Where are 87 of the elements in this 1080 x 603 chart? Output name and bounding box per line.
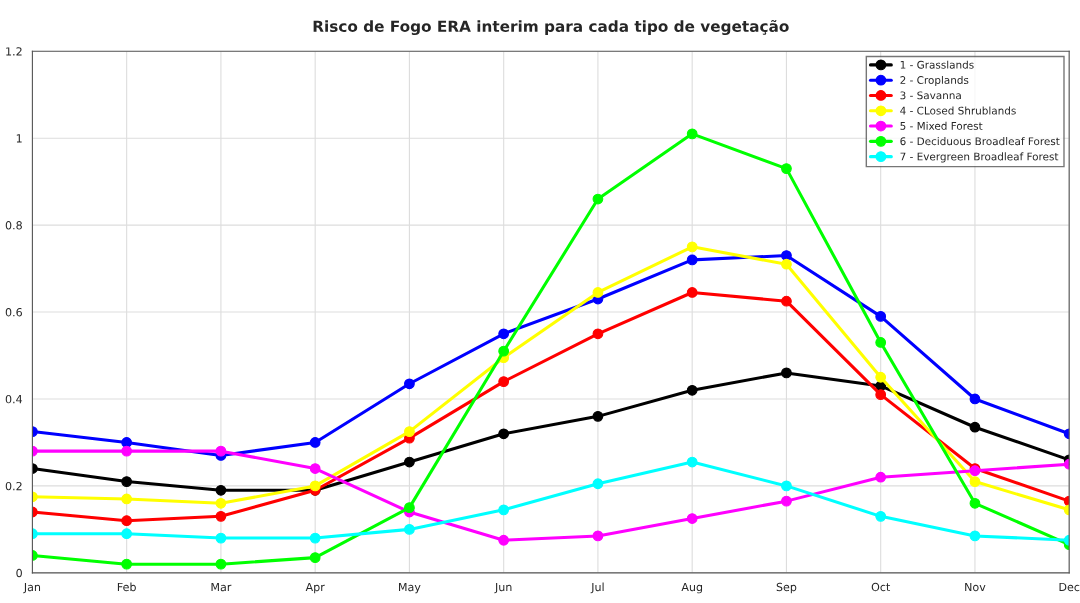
point [498,328,510,340]
x-tick-label: Jun [494,582,512,594]
point [781,495,792,507]
point [215,497,227,509]
point [309,532,321,544]
point [215,484,227,496]
point [781,250,792,261]
point [121,476,133,487]
point [121,528,133,540]
point [592,287,604,298]
point [498,345,510,357]
y-tick-label: 0.6 [5,308,22,317]
point [404,378,415,390]
legend-label: 1 - Grasslands [900,60,974,69]
x-tick-label: Oct [871,582,891,592]
point [592,410,604,422]
y-tick-label: 0.4 [5,394,23,404]
legend-label: 2 - Croplands [900,75,969,86]
point [309,463,321,474]
point [215,558,227,570]
x-tick-label: Feb [117,582,136,592]
legend-label: 5 - Mixed Forest [900,121,983,130]
x-tick-label: Aug [681,582,703,594]
point [592,193,604,205]
point [875,371,887,383]
x-tick-label: Mar [211,582,232,592]
point [686,128,698,140]
point [686,456,698,468]
point [404,502,415,514]
point [121,493,133,505]
x-tick-label: Apr [305,582,325,594]
point [498,428,510,440]
legend-label: 7 - Evergreen Broadleaf Forest [900,152,1059,163]
x-tick-label: May [399,582,421,594]
point [498,534,510,546]
point [969,497,981,509]
x-tick-label: Jan [23,582,41,594]
point [121,437,133,448]
point [875,389,887,401]
legend-label: 6 - Deciduous Broadleaf Forest [900,137,1060,146]
point [121,558,133,570]
x-tick-label: Nov [965,582,986,592]
point [781,163,792,174]
point [592,478,604,490]
point [781,480,792,492]
point [215,532,227,544]
point [686,254,698,266]
point [875,471,887,483]
y-tick-label: 0.2 [5,481,22,491]
point [875,337,887,348]
point [404,456,415,468]
point [875,311,887,322]
y-tick-label: 1.2 [6,47,22,56]
point [215,510,227,522]
point [592,328,604,340]
y-tick-label: 1 [16,134,22,143]
point [969,393,981,405]
point [121,445,133,457]
legend-label: 3 - Savanna [900,91,961,100]
x-tick-label: Sep [776,582,797,594]
y-tick-label: 0.8 [5,221,22,230]
point [781,367,792,379]
point [121,515,133,527]
point [215,445,227,457]
point [686,241,698,253]
x-tick-label: Dec [1059,582,1080,592]
point [404,524,415,535]
point [781,258,792,270]
point [686,513,698,524]
point [969,530,981,542]
point [686,384,698,396]
chart-title: Risco de Fogo ERA interim para cada tipo de vegetação [313,19,789,36]
point [498,504,510,516]
point [686,287,698,298]
point [875,510,887,522]
point [309,437,321,448]
point [969,476,981,487]
point [498,376,510,387]
y-tick-label: 0 [16,568,22,578]
point [404,426,415,437]
point [309,480,321,492]
point [592,530,604,542]
point [969,421,981,433]
point [781,295,792,307]
legend-label: 4 - CLosed Shrublands [900,106,1016,115]
point [309,552,321,564]
x-tick-label: Jul [590,582,604,594]
